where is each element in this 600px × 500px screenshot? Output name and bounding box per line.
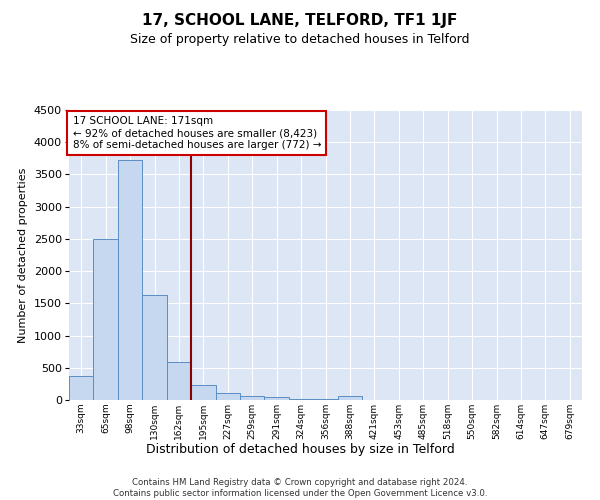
Bar [167,362,191,400]
Text: Size of property relative to detached houses in Telford: Size of property relative to detached ho… [130,32,470,46]
Text: 17 SCHOOL LANE: 171sqm
← 92% of detached houses are smaller (8,423)
8% of semi-d: 17 SCHOOL LANE: 171sqm ← 92% of detached… [73,116,321,150]
Bar [215,393,240,400]
Bar [289,398,313,400]
Bar [338,396,362,400]
Bar [265,398,289,400]
Bar [118,160,142,400]
Bar [69,376,94,400]
Text: Distribution of detached houses by size in Telford: Distribution of detached houses by size … [146,442,454,456]
Text: Contains HM Land Registry data © Crown copyright and database right 2024.
Contai: Contains HM Land Registry data © Crown c… [113,478,487,498]
Bar [142,295,167,400]
Y-axis label: Number of detached properties: Number of detached properties [19,168,28,342]
Bar [94,239,118,400]
Bar [191,385,215,400]
Bar [240,396,265,400]
Text: 17, SCHOOL LANE, TELFORD, TF1 1JF: 17, SCHOOL LANE, TELFORD, TF1 1JF [142,12,458,28]
